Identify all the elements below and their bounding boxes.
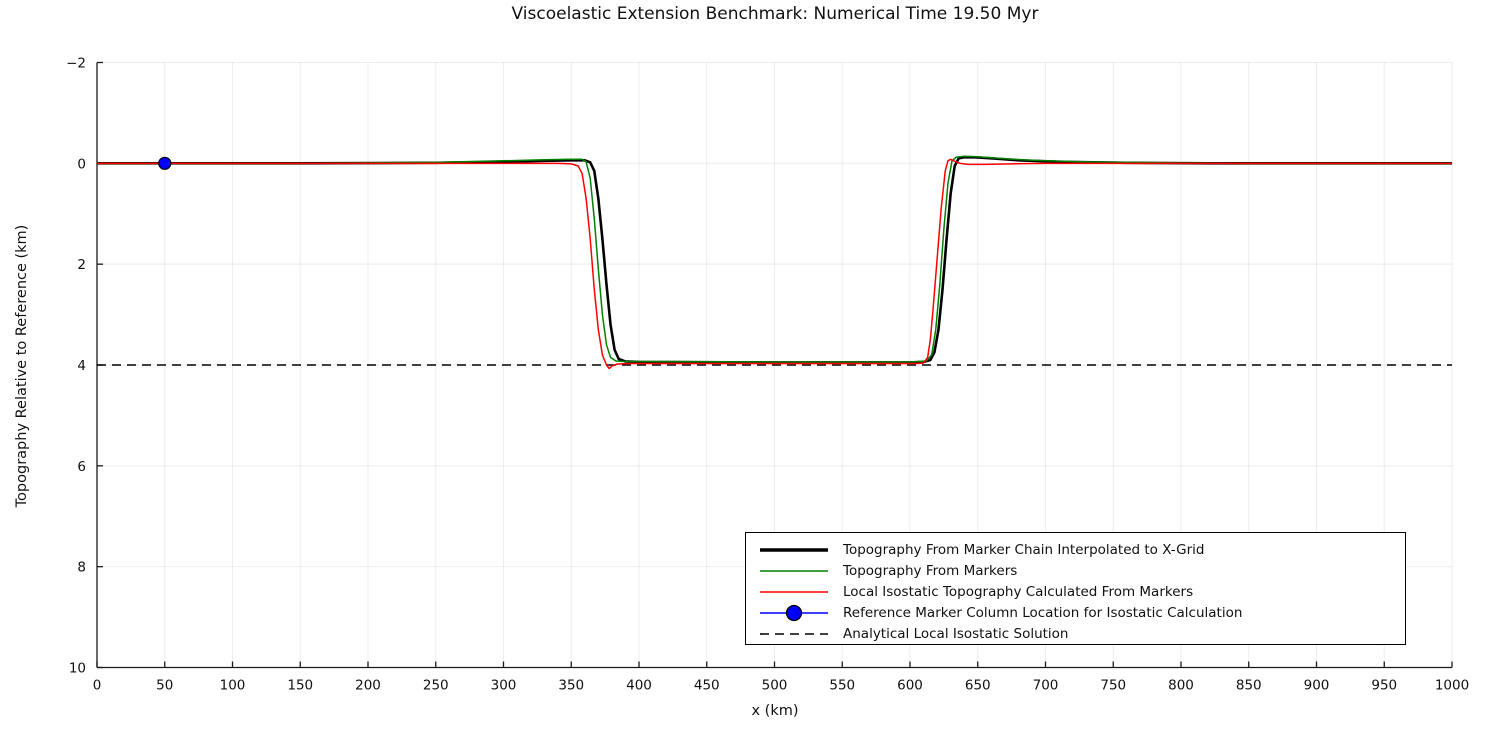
y-tick-label: 2 bbox=[77, 257, 86, 273]
legend-label: Reference Marker Column Location for Iso… bbox=[843, 604, 1243, 621]
x-tick-label: 50 bbox=[156, 678, 173, 694]
chart-title: Viscoelastic Extension Benchmark: Numeri… bbox=[511, 4, 1039, 24]
y-axis-label: Topography Relative to Reference (km) bbox=[14, 224, 30, 508]
legend-row: Local Isostatic Topography Calculated Fr… bbox=[758, 582, 1405, 601]
legend-label: Analytical Local Isostatic Solution bbox=[843, 625, 1069, 642]
x-tick-label: 300 bbox=[491, 678, 517, 694]
legend-label: Topography From Markers bbox=[843, 562, 1018, 579]
legend-swatch-dashed-line bbox=[760, 632, 828, 635]
legend-swatch-thick-line bbox=[760, 547, 828, 552]
x-tick-label: 0 bbox=[93, 678, 102, 694]
x-tick-label: 1000 bbox=[1435, 678, 1469, 694]
y-tick-label: −2 bbox=[66, 56, 86, 72]
legend-label: Local Isostatic Topography Calculated Fr… bbox=[843, 583, 1194, 600]
x-tick-label: 400 bbox=[626, 678, 652, 694]
reference-marker-point bbox=[158, 156, 172, 170]
x-axis-label: x (km) bbox=[751, 703, 799, 719]
x-tick-label: 900 bbox=[1304, 678, 1330, 694]
x-tick-label: 850 bbox=[1236, 678, 1262, 694]
x-tick-label: 700 bbox=[1033, 678, 1059, 694]
series-2-line bbox=[97, 158, 1452, 370]
legend-swatch-line-marker bbox=[760, 604, 828, 621]
x-tick-label: 150 bbox=[287, 678, 313, 694]
legend-row: Topography From Markers bbox=[758, 561, 1405, 580]
x-tick-label: 500 bbox=[762, 678, 788, 694]
y-tick-label: 10 bbox=[69, 661, 86, 677]
legend-row: Reference Marker Column Location for Iso… bbox=[758, 603, 1405, 622]
x-tick-label: 750 bbox=[1100, 678, 1126, 694]
x-tick-label: 550 bbox=[829, 678, 855, 694]
legend-label: Topography From Marker Chain Interpolate… bbox=[843, 541, 1205, 558]
series-1-line bbox=[97, 155, 1452, 363]
x-tick-label: 950 bbox=[1371, 678, 1397, 694]
y-tick-label: 0 bbox=[77, 156, 86, 172]
x-tick-label: 650 bbox=[965, 678, 991, 694]
x-tick-label: 350 bbox=[558, 678, 584, 694]
x-tick-label: 600 bbox=[897, 678, 923, 694]
legend-swatch-line bbox=[760, 569, 828, 572]
legend-row: Analytical Local Isostatic Solution bbox=[758, 624, 1405, 643]
x-tick-label: 200 bbox=[355, 678, 381, 694]
y-tick-label: 4 bbox=[77, 358, 86, 374]
legend: Topography From Marker Chain Interpolate… bbox=[745, 532, 1406, 645]
legend-row: Topography From Marker Chain Interpolate… bbox=[758, 540, 1405, 559]
legend-swatch-line bbox=[760, 590, 828, 593]
x-tick-label: 100 bbox=[220, 678, 246, 694]
x-tick-label: 450 bbox=[694, 678, 720, 694]
y-tick-label: 8 bbox=[77, 560, 86, 576]
y-tick-label: 6 bbox=[77, 459, 86, 475]
x-tick-label: 250 bbox=[423, 678, 449, 694]
x-tick-label: 800 bbox=[1168, 678, 1194, 694]
